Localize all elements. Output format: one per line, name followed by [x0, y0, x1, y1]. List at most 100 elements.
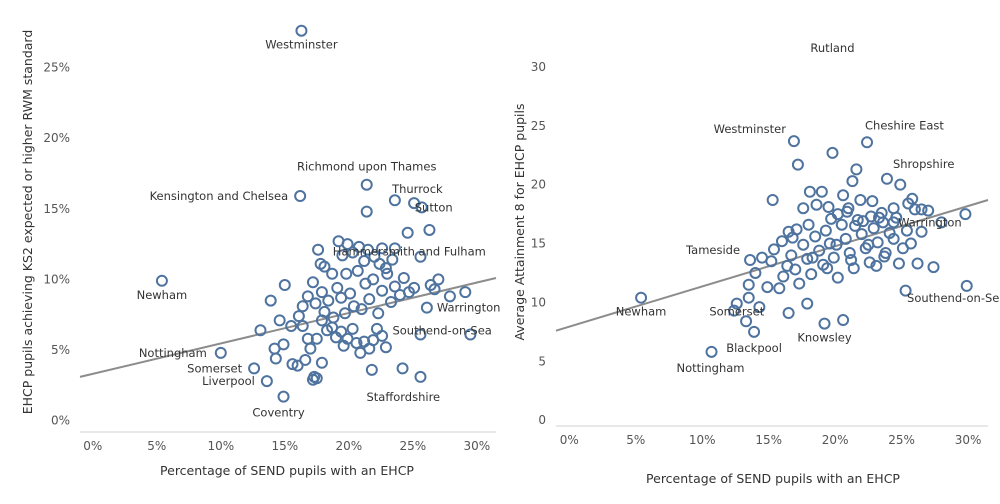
x-tick-label: 10%	[689, 433, 716, 447]
scatter-point	[415, 201, 428, 214]
scatter-point	[335, 325, 348, 338]
scatter-point	[831, 271, 844, 284]
scatter-point	[286, 358, 299, 371]
scatter-point	[370, 322, 383, 335]
scatter-point	[397, 271, 410, 284]
y-tick-label: 5	[538, 354, 546, 368]
point-label: Newham	[137, 288, 188, 302]
scatter-point	[372, 307, 385, 320]
scatter-point	[855, 228, 868, 241]
scatter-point	[801, 297, 814, 310]
scatter-point	[309, 297, 322, 310]
scatter-point	[292, 310, 305, 323]
scatter-point	[767, 243, 780, 256]
scatter-point	[753, 301, 766, 314]
scatter-point	[296, 300, 309, 313]
x-tick-label: 15%	[271, 439, 298, 453]
scatter-point	[308, 370, 321, 383]
scatter-point	[344, 287, 357, 300]
scatter-point	[388, 280, 401, 293]
point-label: Cheshire East	[865, 118, 944, 132]
scatter-point	[304, 342, 317, 355]
scatter-point	[863, 256, 876, 269]
scatter-point	[815, 185, 828, 198]
scatter-point	[847, 262, 860, 275]
scatter-point	[908, 203, 921, 216]
point-label: Richmond upon Thames	[297, 160, 436, 174]
scatter-point	[890, 211, 903, 224]
scatter-point	[935, 216, 948, 229]
scatter-point	[805, 268, 818, 281]
scatter-point	[843, 246, 856, 259]
scatter-point	[299, 353, 312, 366]
scatter-point	[414, 370, 427, 383]
y-tick-label: 20%	[43, 131, 70, 145]
y-tick-label: 10%	[43, 272, 70, 286]
scatter-point	[748, 325, 761, 338]
scatter-point	[765, 255, 778, 268]
scatter-point	[887, 232, 900, 245]
scatter-point	[839, 232, 852, 245]
chart-panel-1: 0% 5% 10% 15% 20% 25% 0% 5% 10% 15% 20% 25% 30% Perce…	[20, 24, 500, 478]
point-label: Southend-on-Sea	[392, 324, 491, 338]
scatter-point	[892, 257, 905, 270]
scatter-point	[915, 203, 928, 216]
scatter-point	[396, 362, 409, 375]
scatter-point	[373, 257, 386, 270]
scatter-point	[381, 267, 394, 280]
scatter-point	[911, 257, 924, 270]
scatter-point	[277, 390, 290, 403]
scatter-point	[414, 250, 427, 263]
scatter-point	[363, 293, 376, 306]
scatter-point	[408, 281, 421, 294]
point-label: Shropshire	[893, 157, 954, 171]
scatter-point	[862, 238, 875, 251]
scatter-point	[310, 332, 323, 345]
scatter-point	[432, 273, 445, 286]
scatter-point	[355, 303, 368, 316]
point-label: Nottingham	[677, 361, 745, 375]
x-tick-label: 30%	[463, 439, 490, 453]
scatter-point	[830, 238, 843, 251]
scatter-point	[376, 329, 389, 342]
scatter-point	[906, 192, 919, 205]
scatter-point	[742, 278, 755, 291]
scatter-point	[273, 314, 286, 327]
scatter-point	[350, 336, 363, 349]
scatter-point	[797, 202, 810, 215]
x-tick-label: 30%	[955, 433, 982, 447]
scatter-point	[841, 205, 854, 218]
scatter-point	[821, 262, 834, 275]
scatter-point	[761, 281, 774, 294]
point-label: Somerset	[709, 305, 764, 319]
scatter-point	[861, 136, 874, 149]
scatter-point	[786, 231, 799, 244]
scatter-point	[360, 205, 373, 218]
y-tick-label: 0%	[51, 414, 70, 428]
scatter-point	[346, 322, 359, 335]
scatter-point	[291, 359, 304, 372]
point-label: Rutland	[810, 41, 854, 55]
scatter-point	[260, 375, 273, 388]
scatter-point	[878, 250, 891, 263]
point-label: Warrington	[898, 215, 962, 229]
scatter-point	[315, 356, 328, 369]
chart-panel-2: 0 5 10 15 20 25 30 0% 5% 10% 15% 20% 25% 30% Percentag…	[512, 41, 1000, 486]
scatter-point	[809, 230, 822, 243]
point-label: Newham	[616, 305, 667, 319]
scatter-point	[819, 224, 832, 237]
scatter-point	[876, 216, 889, 229]
y-tick-label: 15	[531, 237, 546, 251]
scatter-point	[365, 363, 378, 376]
scatter-point	[376, 242, 389, 255]
point-label: Blackpool	[726, 341, 782, 355]
scatter-point	[420, 301, 433, 314]
scatter-point	[865, 210, 878, 223]
point-label: Southend-on-Sea	[907, 291, 1000, 305]
scatter-point	[285, 320, 298, 333]
scatter-point	[379, 341, 392, 354]
y-tick-label: 30	[531, 60, 546, 74]
scatter-point	[254, 324, 267, 337]
scatter-point	[846, 175, 859, 188]
